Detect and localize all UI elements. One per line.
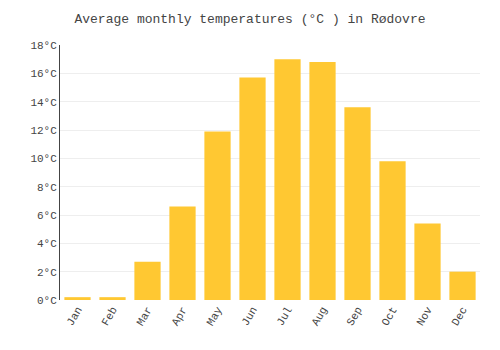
svg-text:6°C: 6°C — [37, 210, 57, 222]
svg-text:Jul: Jul — [275, 305, 295, 328]
svg-text:Sep: Sep — [345, 305, 365, 328]
svg-text:4°C: 4°C — [37, 238, 57, 250]
svg-text:Nov: Nov — [415, 304, 435, 327]
svg-text:2°C: 2°C — [37, 267, 57, 279]
svg-text:16°C: 16°C — [30, 68, 57, 80]
svg-text:14°C: 14°C — [30, 97, 57, 109]
svg-text:Jun: Jun — [240, 305, 260, 328]
svg-text:May: May — [205, 304, 225, 327]
svg-text:Dec: Dec — [450, 305, 470, 328]
svg-text:Oct: Oct — [380, 305, 400, 328]
svg-text:Feb: Feb — [100, 305, 120, 328]
svg-text:Aug: Aug — [310, 305, 330, 328]
svg-text:Apr: Apr — [170, 305, 190, 328]
svg-text:18°C: 18°C — [30, 40, 57, 52]
svg-text:Mar: Mar — [135, 305, 155, 328]
svg-text:Average monthly temperatures (: Average monthly temperatures (°C ) in Rø… — [74, 12, 425, 27]
svg-text:8°C: 8°C — [37, 182, 57, 194]
svg-text:12°C: 12°C — [30, 125, 57, 137]
svg-text:Jan: Jan — [65, 305, 85, 328]
svg-text:10°C: 10°C — [30, 153, 57, 165]
svg-text:0°C: 0°C — [37, 295, 57, 307]
